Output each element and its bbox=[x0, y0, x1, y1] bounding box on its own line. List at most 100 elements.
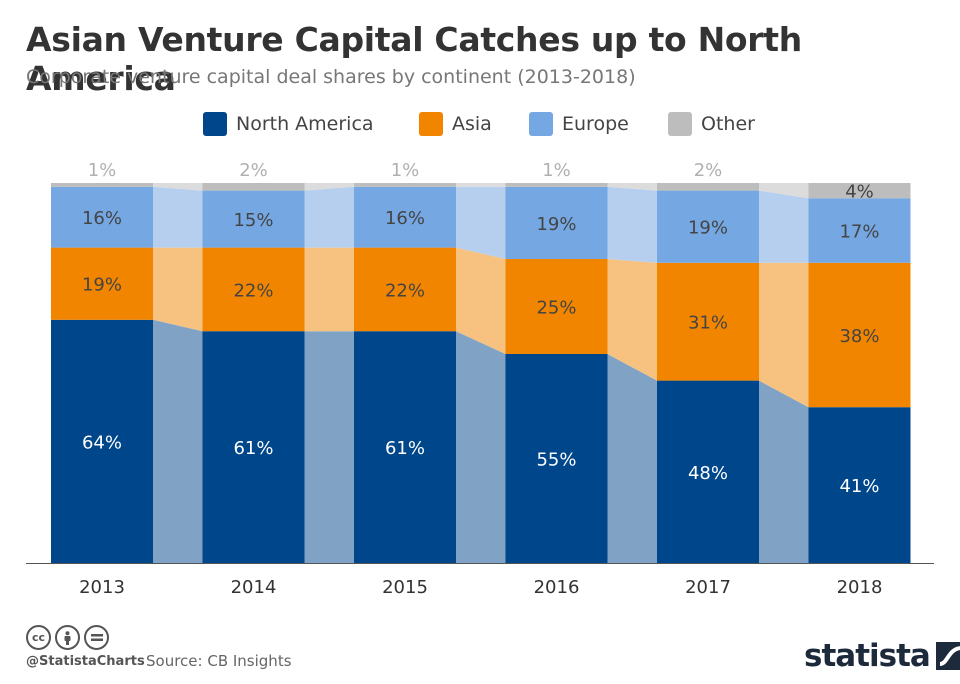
data-label-other-2018: 4% bbox=[845, 182, 874, 203]
bar-other-2017 bbox=[657, 183, 759, 191]
bar-asia-2014 bbox=[202, 247, 305, 332]
connector-asia-2014-2015 bbox=[304, 247, 354, 332]
legend-item-europe: Europe bbox=[529, 110, 629, 138]
data-label-other-2015: 1% bbox=[391, 160, 420, 181]
attribution-icon bbox=[55, 625, 80, 650]
bar-north-america-2018 bbox=[808, 407, 911, 563]
connector-other-2016-2017 bbox=[607, 183, 657, 191]
data-label-asia-2015: 22% bbox=[385, 280, 425, 301]
connector-europe-2015-2016 bbox=[456, 186, 506, 259]
bar-europe-2018 bbox=[808, 198, 911, 263]
connector-north-america-2017-2018 bbox=[759, 380, 809, 563]
data-label-other-2016: 1% bbox=[542, 160, 571, 181]
legend-item-other: Other bbox=[668, 110, 755, 138]
bar-asia-2018 bbox=[808, 262, 911, 408]
bar-asia-2017 bbox=[657, 262, 759, 381]
data-label-europe-2014: 15% bbox=[233, 210, 273, 231]
bar-north-america-2017 bbox=[657, 380, 759, 563]
statista-wordmark: statista bbox=[804, 638, 931, 674]
data-label-europe-2017: 19% bbox=[688, 218, 728, 239]
data-label-europe-2015: 16% bbox=[385, 208, 425, 229]
data-label-europe-2016: 19% bbox=[536, 214, 576, 235]
connector-europe-2014-2015 bbox=[304, 186, 354, 248]
data-label-asia-2014: 22% bbox=[233, 280, 273, 301]
data-label-north-america-2017: 48% bbox=[688, 463, 728, 484]
stacked-bar-chart: 64% 19% 16% 1% 2013 61% 22% 15% 2% 2014 61% 22% 16% 1… bbox=[26, 160, 934, 598]
connector-other-2017-2018 bbox=[759, 183, 809, 199]
connector-other-2013-2014 bbox=[153, 183, 203, 191]
bar-other-2014 bbox=[202, 183, 305, 191]
bar-north-america-2016 bbox=[505, 354, 608, 563]
legend-label-other: Other bbox=[701, 113, 755, 135]
data-label-asia-2016: 25% bbox=[536, 298, 576, 319]
chart-title: Asian Venture Capital Catches up to Nort… bbox=[26, 20, 802, 98]
x-tick-label-2017: 2017 bbox=[685, 577, 731, 598]
bar-europe-2017 bbox=[657, 190, 759, 263]
data-label-other-2014: 2% bbox=[239, 160, 268, 181]
data-label-north-america-2015: 61% bbox=[385, 438, 425, 459]
bar-asia-2016 bbox=[505, 259, 608, 354]
connector-europe-2013-2014 bbox=[153, 186, 203, 248]
data-label-asia-2017: 31% bbox=[688, 313, 728, 334]
data-label-asia-2013: 19% bbox=[82, 275, 122, 296]
cc-icon: cc bbox=[26, 625, 51, 650]
connector-north-america-2015-2016 bbox=[456, 331, 506, 563]
legend-item-north-america: North America bbox=[203, 110, 374, 138]
data-label-other-2013: 1% bbox=[88, 160, 117, 181]
data-label-north-america-2016: 55% bbox=[536, 450, 576, 471]
connector-north-america-2014-2015 bbox=[304, 331, 354, 563]
connector-asia-2015-2016 bbox=[456, 247, 506, 354]
data-label-north-america-2013: 64% bbox=[82, 432, 122, 453]
legend-swatch-other bbox=[668, 112, 692, 136]
statista-mark-icon bbox=[935, 642, 960, 670]
footer: cc @StatistaCharts Source: CB Insights s… bbox=[0, 620, 960, 684]
connector-asia-2013-2014 bbox=[153, 247, 203, 332]
data-label-europe-2013: 16% bbox=[82, 208, 122, 229]
bar-europe-2013 bbox=[51, 186, 153, 248]
statista-handle: @StatistaCharts bbox=[26, 654, 145, 669]
x-tick-label-2014: 2014 bbox=[231, 577, 277, 598]
legend-swatch-europe bbox=[529, 112, 553, 136]
connector-europe-2016-2017 bbox=[607, 186, 657, 263]
legend-item-asia: Asia bbox=[419, 110, 492, 138]
data-label-europe-2018: 17% bbox=[839, 222, 879, 243]
bar-north-america-2014 bbox=[202, 331, 305, 563]
bar-other-2016 bbox=[505, 183, 608, 187]
connector-europe-2017-2018 bbox=[759, 190, 809, 263]
data-label-other-2017: 2% bbox=[694, 160, 723, 181]
connector-north-america-2013-2014 bbox=[153, 319, 203, 563]
legend: North America Asia Europe Other bbox=[0, 110, 960, 138]
data-label-north-america-2018: 41% bbox=[839, 476, 879, 497]
data-label-asia-2018: 38% bbox=[839, 326, 879, 347]
legend-swatch-north-america bbox=[203, 112, 227, 136]
bar-other-2013 bbox=[51, 183, 153, 187]
bar-asia-2015 bbox=[354, 247, 456, 332]
no-derivatives-icon bbox=[84, 625, 109, 650]
x-tick-label-2016: 2016 bbox=[534, 577, 580, 598]
data-label-north-america-2014: 61% bbox=[233, 438, 273, 459]
bar-other-2018 bbox=[808, 183, 911, 199]
bar-other-2015 bbox=[354, 183, 456, 187]
chart-subtitle: Corporate venture capital deal shares by… bbox=[26, 66, 636, 88]
source-note: Source: CB Insights bbox=[146, 652, 292, 670]
bar-asia-2013 bbox=[51, 247, 153, 320]
x-tick-label-2015: 2015 bbox=[382, 577, 428, 598]
bar-europe-2015 bbox=[354, 186, 456, 248]
x-tick-label-2013: 2013 bbox=[79, 577, 125, 598]
bar-europe-2014 bbox=[202, 190, 305, 248]
legend-label-asia: Asia bbox=[452, 113, 492, 135]
license-icons: cc bbox=[26, 625, 109, 650]
connector-asia-2017-2018 bbox=[759, 262, 809, 408]
connector-north-america-2016-2017 bbox=[607, 354, 657, 563]
x-tick-label-2018: 2018 bbox=[837, 577, 883, 598]
legend-label-north-america: North America bbox=[236, 113, 374, 135]
legend-label-europe: Europe bbox=[562, 113, 629, 135]
bar-north-america-2015 bbox=[354, 331, 456, 563]
connector-other-2014-2015 bbox=[304, 183, 354, 191]
statista-logo: statista bbox=[804, 638, 960, 674]
bar-europe-2016 bbox=[505, 186, 608, 259]
bar-north-america-2013 bbox=[51, 319, 153, 563]
legend-swatch-asia bbox=[419, 112, 443, 136]
connector-other-2015-2016 bbox=[456, 183, 506, 187]
connector-asia-2016-2017 bbox=[607, 259, 657, 381]
